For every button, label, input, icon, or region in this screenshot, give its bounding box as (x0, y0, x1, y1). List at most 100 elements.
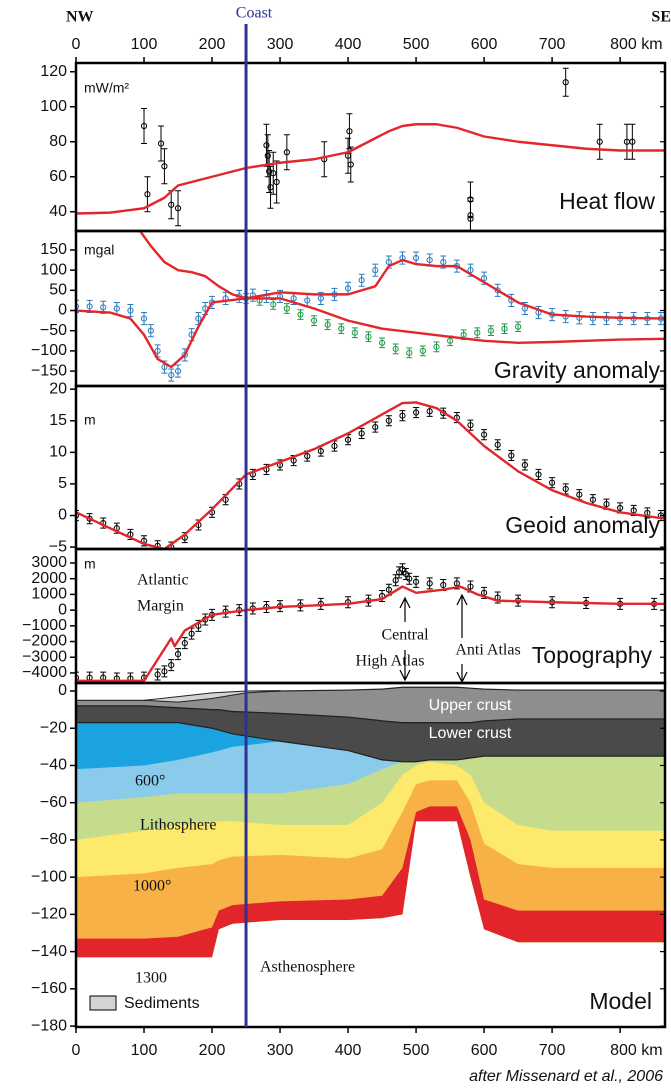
arrow (457, 664, 467, 682)
panel-label: Gravity anomaly (494, 357, 661, 383)
y-tick-label: −1000 (22, 617, 67, 634)
y-tick-label: 60 (49, 168, 67, 185)
arrow (400, 598, 410, 622)
y-tick-label: −50 (40, 322, 67, 339)
y-tick-label: 3000 (31, 554, 67, 571)
annotation: 1000° (133, 878, 171, 895)
annotation: Lithosphere (140, 817, 216, 834)
annotation: Asthenosphere (260, 959, 355, 976)
annotation: High Atlas (356, 653, 425, 670)
figure: NW SE after Missenard et al., 2006 40 60 8… (0, 0, 671, 1091)
x-tick-label: 800 km (610, 36, 662, 53)
y-tick-label: 50 (49, 282, 67, 299)
annotation: Margin (137, 598, 184, 615)
x-tick-label: 300 (267, 36, 294, 53)
y-tick-label: −3000 (22, 648, 67, 665)
legend-swatch (90, 996, 116, 1010)
y-tick-label: −4000 (22, 664, 67, 681)
y-tick-label: 20 (49, 380, 67, 397)
page: {"header": {"left": "NW", "right": "SE",… (0, 0, 671, 1091)
y-tick-label: −100 (31, 342, 67, 359)
x-tick-label: 300 (267, 1042, 294, 1059)
layer-label: Upper crust (429, 697, 512, 714)
x-tick-label: 700 (539, 1042, 566, 1059)
error-bar (563, 484, 569, 494)
x-tick-label: 400 (335, 1042, 362, 1059)
y-tick-label: −60 (40, 794, 67, 811)
y-tick-label: 10 (49, 444, 67, 461)
x-tick-label: 700 (539, 36, 566, 53)
x-tick-label: 100 (131, 36, 158, 53)
x-tick-label: 100 (131, 1042, 158, 1059)
y-tick-label: 0 (58, 601, 67, 618)
x-tick-label: 600 (471, 36, 498, 53)
unit-label: mW/m² (84, 80, 129, 96)
error-bar (563, 68, 569, 96)
y-tick-label: −5 (49, 538, 67, 555)
error-bar (624, 124, 630, 159)
legend-label: Sediments (124, 995, 200, 1012)
y-tick-label: 0 (58, 682, 67, 699)
error-bar (590, 313, 596, 325)
y-tick-label: −150 (31, 362, 67, 379)
model-line (76, 260, 665, 367)
arrow (457, 595, 467, 638)
error-bar (576, 490, 582, 500)
annotation: Central (381, 627, 429, 644)
y-tick-label: −180 (31, 1017, 67, 1034)
error-bar (629, 124, 635, 159)
y-tick-label: −2000 (22, 633, 67, 650)
x-tick-label: 0 (72, 36, 81, 53)
error-bar (604, 313, 610, 325)
error-bar (515, 322, 521, 332)
panel-label: Heat flow (559, 188, 655, 214)
nw-label: NW (66, 9, 94, 26)
y-tick-label: 100 (40, 98, 67, 115)
credit: after Missenard et al., 2006 (469, 1068, 663, 1085)
layer-label: Lower crust (429, 725, 512, 742)
x-tick-label: 600 (471, 1042, 498, 1059)
y-tick-label: −100 (31, 868, 67, 885)
panel-label: Geoid anomaly (505, 512, 660, 538)
x-tick-label: 500 (403, 1042, 430, 1059)
x-tick-label: 800 km (610, 1042, 662, 1059)
annotation: Atlantic (137, 572, 189, 589)
unit-label: m (84, 412, 96, 428)
error-bar (597, 124, 603, 159)
y-tick-label: −120 (31, 906, 67, 923)
error-bar (522, 460, 528, 470)
y-tick-label: 5 (58, 475, 67, 492)
unit-label: m (84, 556, 96, 572)
x-tick-label: 200 (199, 36, 226, 53)
coast-label: Coast (236, 5, 273, 22)
y-tick-label: 150 (40, 241, 67, 258)
panel-label: Model (589, 988, 652, 1014)
y-tick-label: 0 (58, 302, 67, 319)
x-tick-label: 400 (335, 36, 362, 53)
annotation: 600° (135, 773, 165, 790)
y-tick-label: 0 (58, 507, 67, 524)
annotation: Anti Atlas (455, 642, 520, 659)
y-tick-label: −20 (40, 719, 67, 736)
y-tick-label: 2000 (31, 570, 67, 587)
y-tick-label: 100 (40, 261, 67, 278)
x-tick-label: 0 (72, 1042, 81, 1059)
y-tick-label: 120 (40, 63, 67, 80)
y-tick-label: −140 (31, 943, 67, 960)
error-bar (535, 469, 541, 479)
y-tick-label: 80 (49, 133, 67, 150)
panel-label: Topography (532, 642, 653, 668)
y-tick-label: −160 (31, 980, 67, 997)
y-tick-label: −80 (40, 831, 67, 848)
error-bar (576, 312, 582, 324)
error-bar (549, 478, 555, 488)
y-tick-label: 15 (49, 412, 67, 429)
unit-label: mgal (84, 242, 114, 258)
se-label: SE (651, 9, 671, 26)
x-tick-label: 200 (199, 1042, 226, 1059)
y-tick-label: 1000 (31, 586, 67, 603)
model-line (141, 232, 665, 343)
x-tick-label: 500 (403, 36, 430, 53)
y-tick-label: 40 (49, 203, 67, 220)
annotation: 1300 (135, 970, 167, 987)
